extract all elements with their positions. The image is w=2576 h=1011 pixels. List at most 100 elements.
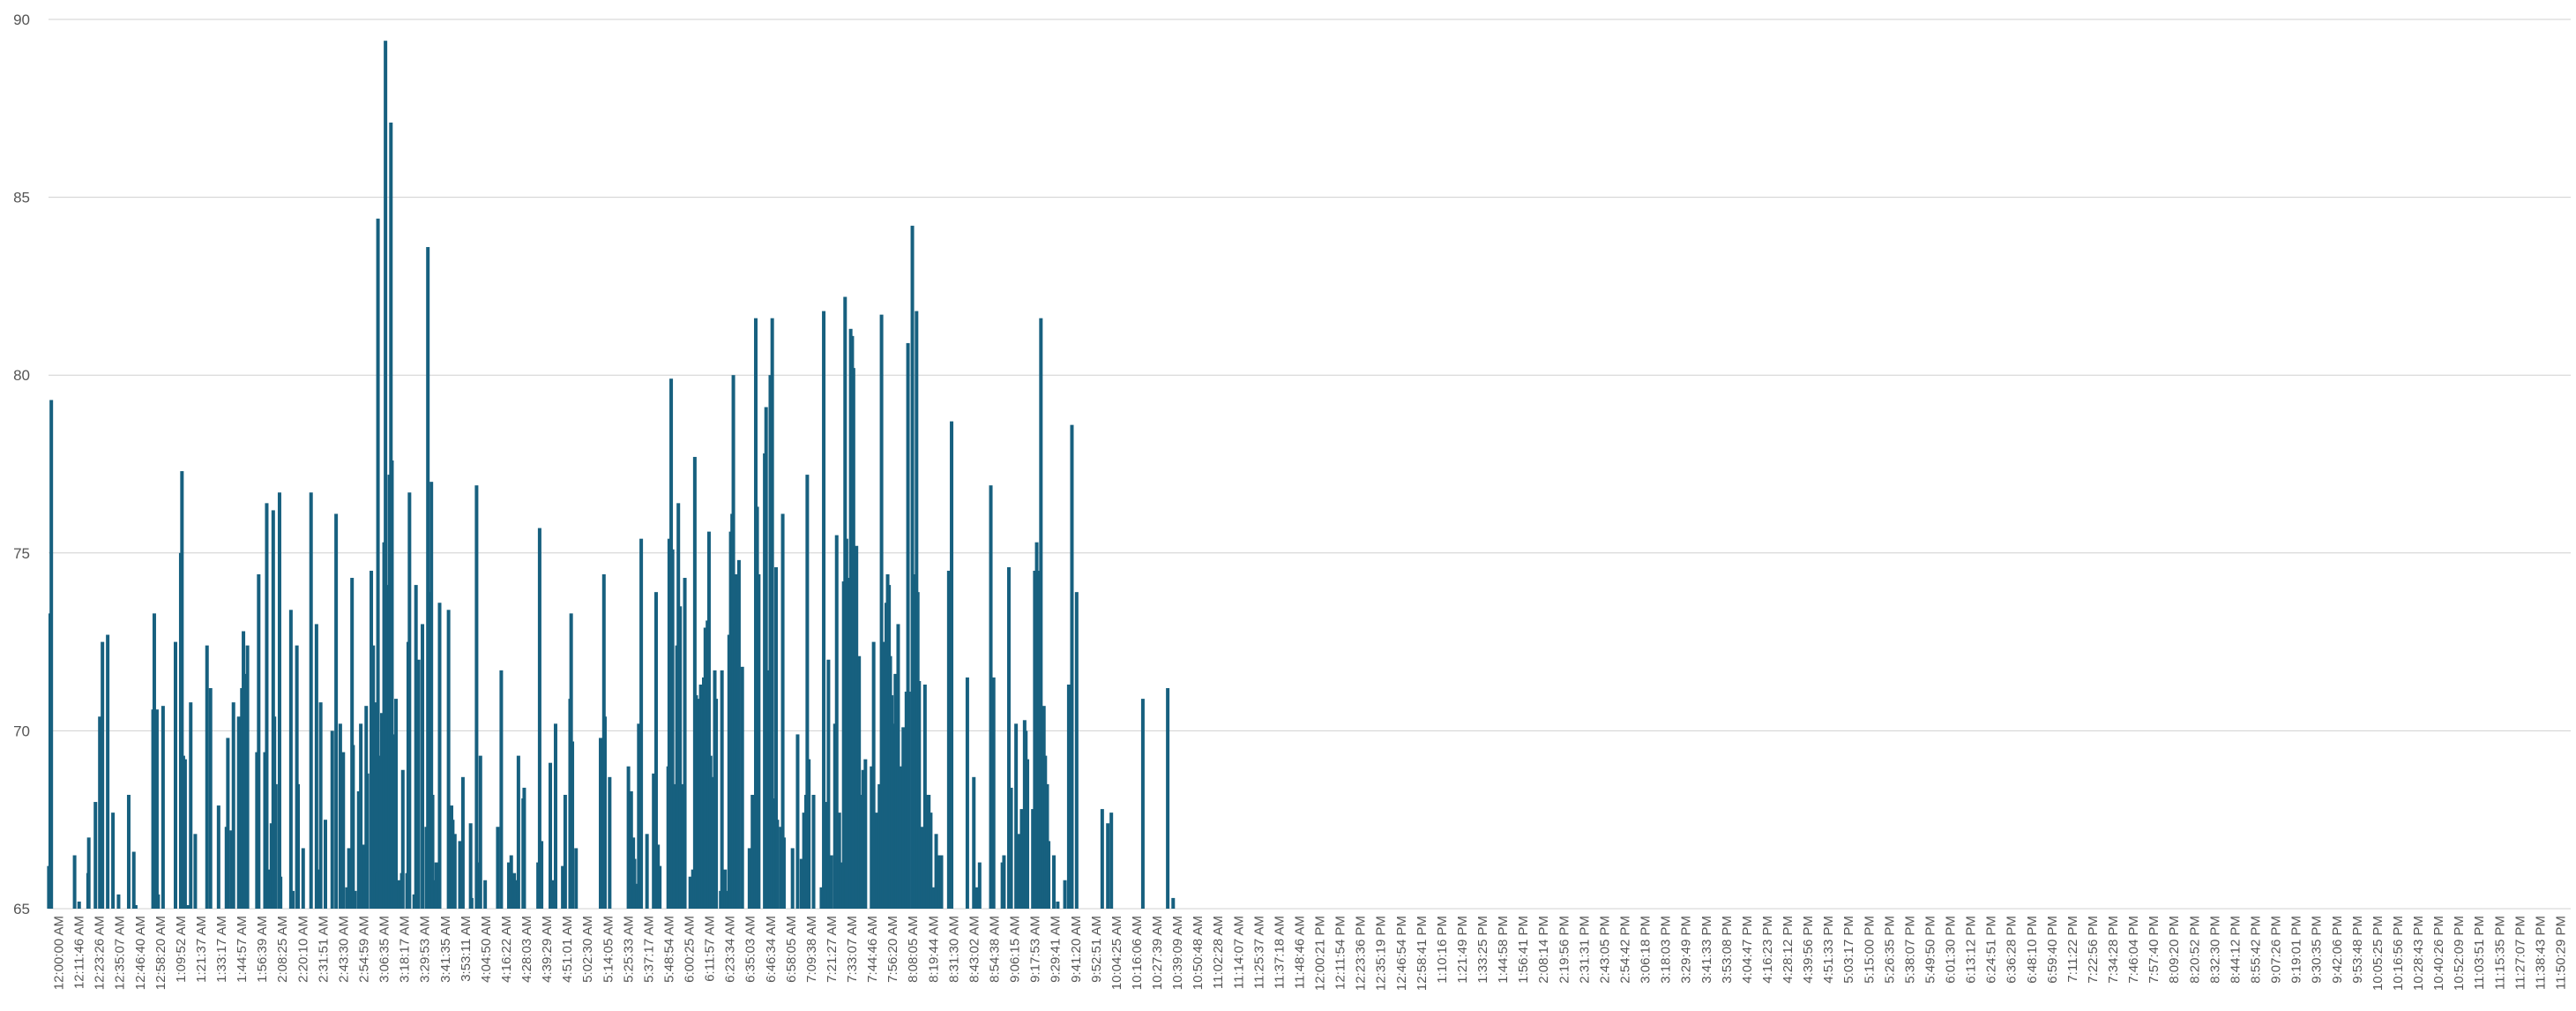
bar xyxy=(513,880,518,909)
x-tick-label: 5:49:50 PM xyxy=(1923,916,1938,984)
bar xyxy=(910,225,915,909)
x-tick-label: 10:04:25 AM xyxy=(1109,916,1124,990)
bar xyxy=(296,783,301,909)
x-tick-label: 2:08:14 PM xyxy=(1536,916,1551,984)
x-tick-label: 2:19:56 PM xyxy=(1557,916,1572,984)
bar xyxy=(460,776,465,909)
bar xyxy=(1140,699,1145,909)
bar xyxy=(563,794,567,909)
bar xyxy=(243,673,247,909)
bar xyxy=(131,851,136,909)
bar xyxy=(1052,855,1057,909)
x-tick-label: 2:31:31 PM xyxy=(1577,916,1592,984)
x-tick-label: 11:25:37 AM xyxy=(1251,916,1266,989)
bar xyxy=(1100,809,1104,909)
bar xyxy=(341,752,346,909)
x-tick-label: 3:06:18 PM xyxy=(1639,916,1654,984)
bar xyxy=(747,848,751,909)
x-tick-label: 2:54:42 PM xyxy=(1618,916,1633,984)
x-tick-label: 6:23:34 AM xyxy=(723,916,738,983)
x-tick-label: 2:20:10 AM xyxy=(295,916,310,983)
x-tick-label: 10:28:43 PM xyxy=(2411,916,2426,991)
bar xyxy=(823,802,827,909)
x-tick-label: 10:39:09 AM xyxy=(1170,916,1185,990)
x-tick-label: 6:46:34 AM xyxy=(764,916,779,983)
y-tick-label: 65 xyxy=(13,901,30,917)
bar xyxy=(318,702,323,909)
x-tick-label: 4:28:03 AM xyxy=(519,916,534,983)
x-tick-label: 3:53:11 AM xyxy=(459,916,474,982)
x-tick-label: 12:00:21 PM xyxy=(1313,916,1328,991)
x-tick-label: 5:37:17 AM xyxy=(641,916,656,983)
bar xyxy=(927,794,931,909)
bar xyxy=(469,897,474,909)
bar xyxy=(379,713,384,909)
bar xyxy=(291,890,295,909)
x-tick-label: 12:23:26 AM xyxy=(93,916,108,990)
x-tick-label: 9:07:26 PM xyxy=(2269,916,2284,984)
bar xyxy=(790,848,795,909)
y-tick-label: 80 xyxy=(13,367,30,384)
bar xyxy=(376,218,380,910)
bar xyxy=(826,659,831,909)
bar xyxy=(553,723,557,909)
y-axis-ticks: 65 70 75 80 85 90 xyxy=(13,11,30,917)
x-tick-label: 11:48:46 AM xyxy=(1292,916,1307,989)
x-tick-label: 2:43:05 PM xyxy=(1597,916,1612,984)
bar xyxy=(338,723,342,909)
bar xyxy=(384,41,388,909)
bar xyxy=(1014,723,1019,909)
x-tick-label: 7:56:20 AM xyxy=(885,916,900,983)
bar xyxy=(929,813,933,909)
bar xyxy=(385,585,389,909)
bar xyxy=(430,794,435,909)
x-tick-label: 5:48:54 AM xyxy=(661,916,676,983)
bar xyxy=(98,716,102,909)
bar xyxy=(859,794,863,909)
x-tick-label: 10:16:06 AM xyxy=(1130,916,1145,990)
bar xyxy=(602,716,607,909)
bar xyxy=(561,865,565,909)
x-tick-label: 8:09:20 PM xyxy=(2167,916,2182,984)
x-tick-label: 9:42:06 PM xyxy=(2330,916,2345,984)
x-tick-label: 9:29:41 AM xyxy=(1049,916,1064,983)
x-tick-label: 1:44:58 PM xyxy=(1496,916,1511,984)
x-tick-label: 3:29:49 PM xyxy=(1679,916,1694,984)
bar xyxy=(1063,880,1067,909)
bar xyxy=(1006,566,1011,909)
bar xyxy=(861,769,865,909)
x-tick-label: 10:27:39 AM xyxy=(1150,916,1165,990)
bar xyxy=(550,880,555,909)
bar xyxy=(574,848,579,909)
bar xyxy=(710,776,714,909)
bar xyxy=(934,834,938,909)
bar xyxy=(834,535,839,909)
x-tick-label: 12:58:41 PM xyxy=(1415,916,1430,991)
bar xyxy=(345,887,349,909)
bar xyxy=(1033,570,1037,909)
bar xyxy=(678,606,683,909)
bar xyxy=(265,503,269,909)
bar xyxy=(351,745,355,909)
bar xyxy=(750,794,755,909)
x-tick-label: 8:55:42 PM xyxy=(2249,916,2264,984)
bar xyxy=(917,680,922,909)
bar xyxy=(245,645,250,909)
bar xyxy=(362,844,366,909)
bar xyxy=(863,759,868,909)
bar xyxy=(301,848,305,909)
x-tick-label: 8:20:52 PM xyxy=(2187,916,2202,984)
bar xyxy=(972,776,976,909)
bar xyxy=(795,734,800,909)
x-tick-label: 4:16:23 PM xyxy=(1760,916,1775,984)
bar xyxy=(1074,592,1079,909)
x-tick-label: 4:04:50 AM xyxy=(479,916,494,983)
x-tick-label: 7:11:22 PM xyxy=(2065,916,2080,983)
bar xyxy=(672,783,676,909)
bar xyxy=(837,813,841,909)
bar xyxy=(652,773,656,909)
bar xyxy=(639,538,644,909)
bar xyxy=(890,695,894,909)
bar xyxy=(446,610,451,909)
bar xyxy=(829,855,833,909)
